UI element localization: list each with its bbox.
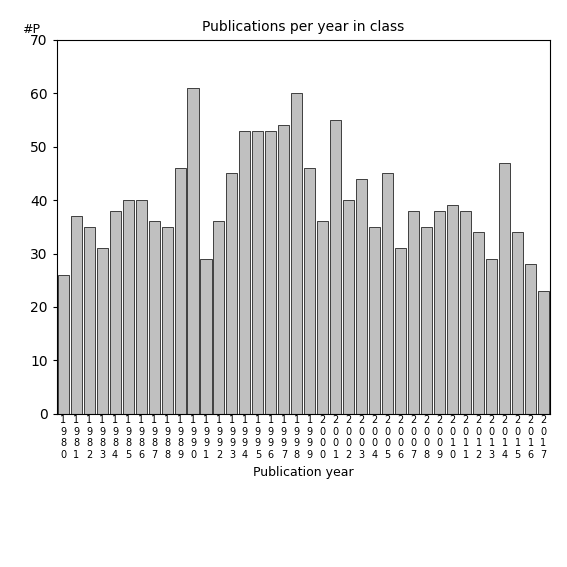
Bar: [331, 120, 341, 414]
Bar: [538, 291, 549, 414]
Bar: [252, 130, 264, 414]
Bar: [460, 211, 471, 414]
Bar: [122, 200, 134, 414]
Bar: [291, 93, 302, 414]
Bar: [356, 179, 367, 414]
Bar: [447, 205, 458, 414]
X-axis label: Publication year: Publication year: [253, 466, 354, 479]
Bar: [318, 222, 328, 414]
Bar: [239, 130, 251, 414]
Bar: [278, 125, 289, 414]
Bar: [96, 248, 108, 414]
Bar: [58, 275, 69, 414]
Bar: [201, 259, 211, 414]
Bar: [162, 227, 172, 414]
Bar: [109, 211, 121, 414]
Bar: [304, 168, 315, 414]
Bar: [213, 222, 225, 414]
Bar: [265, 130, 276, 414]
Bar: [149, 222, 159, 414]
Bar: [136, 200, 147, 414]
Bar: [382, 174, 393, 414]
Bar: [473, 232, 484, 414]
Title: Publications per year in class: Publications per year in class: [202, 20, 404, 35]
Bar: [408, 211, 419, 414]
Bar: [434, 211, 445, 414]
Bar: [84, 227, 95, 414]
Bar: [226, 174, 238, 414]
Bar: [421, 227, 432, 414]
Bar: [512, 232, 523, 414]
Bar: [188, 88, 198, 414]
Bar: [486, 259, 497, 414]
Bar: [369, 227, 380, 414]
Text: #P: #P: [22, 23, 40, 36]
Bar: [71, 216, 82, 414]
Bar: [175, 168, 185, 414]
Bar: [499, 163, 510, 414]
Bar: [525, 264, 536, 414]
Bar: [395, 248, 406, 414]
Bar: [343, 200, 354, 414]
